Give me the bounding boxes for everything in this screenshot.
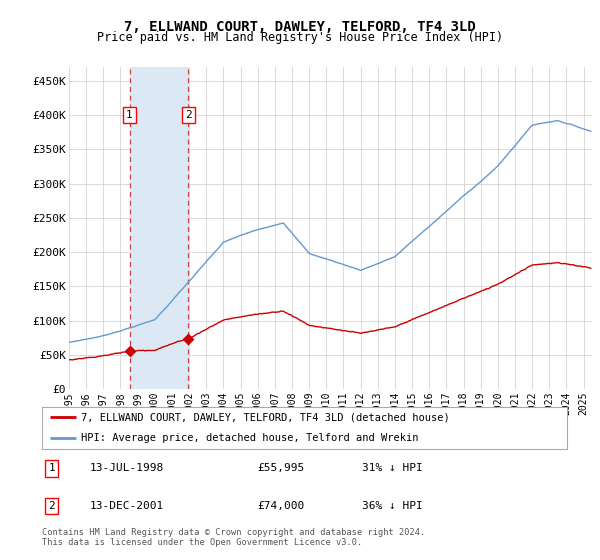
Text: 7, ELLWAND COURT, DAWLEY, TELFORD, TF4 3LD: 7, ELLWAND COURT, DAWLEY, TELFORD, TF4 3… <box>124 20 476 34</box>
Text: 31% ↓ HPI: 31% ↓ HPI <box>362 464 423 473</box>
Text: 2: 2 <box>185 110 192 120</box>
Text: Price paid vs. HM Land Registry's House Price Index (HPI): Price paid vs. HM Land Registry's House … <box>97 31 503 44</box>
Text: 1: 1 <box>126 110 133 120</box>
Text: 1: 1 <box>49 464 55 473</box>
Bar <box>130 67 188 389</box>
Text: This data is licensed under the Open Government Licence v3.0.: This data is licensed under the Open Gov… <box>42 538 362 547</box>
Text: 13-JUL-1998: 13-JUL-1998 <box>89 464 163 473</box>
Text: HPI: Average price, detached house, Telford and Wrekin: HPI: Average price, detached house, Telf… <box>82 433 419 444</box>
Text: £74,000: £74,000 <box>257 501 305 511</box>
Text: Contains HM Land Registry data © Crown copyright and database right 2024.: Contains HM Land Registry data © Crown c… <box>42 528 425 536</box>
Text: 2: 2 <box>49 501 55 511</box>
Text: £55,995: £55,995 <box>257 464 305 473</box>
Text: 7, ELLWAND COURT, DAWLEY, TELFORD, TF4 3LD (detached house): 7, ELLWAND COURT, DAWLEY, TELFORD, TF4 3… <box>82 412 450 422</box>
Text: 13-DEC-2001: 13-DEC-2001 <box>89 501 163 511</box>
Text: 36% ↓ HPI: 36% ↓ HPI <box>362 501 423 511</box>
